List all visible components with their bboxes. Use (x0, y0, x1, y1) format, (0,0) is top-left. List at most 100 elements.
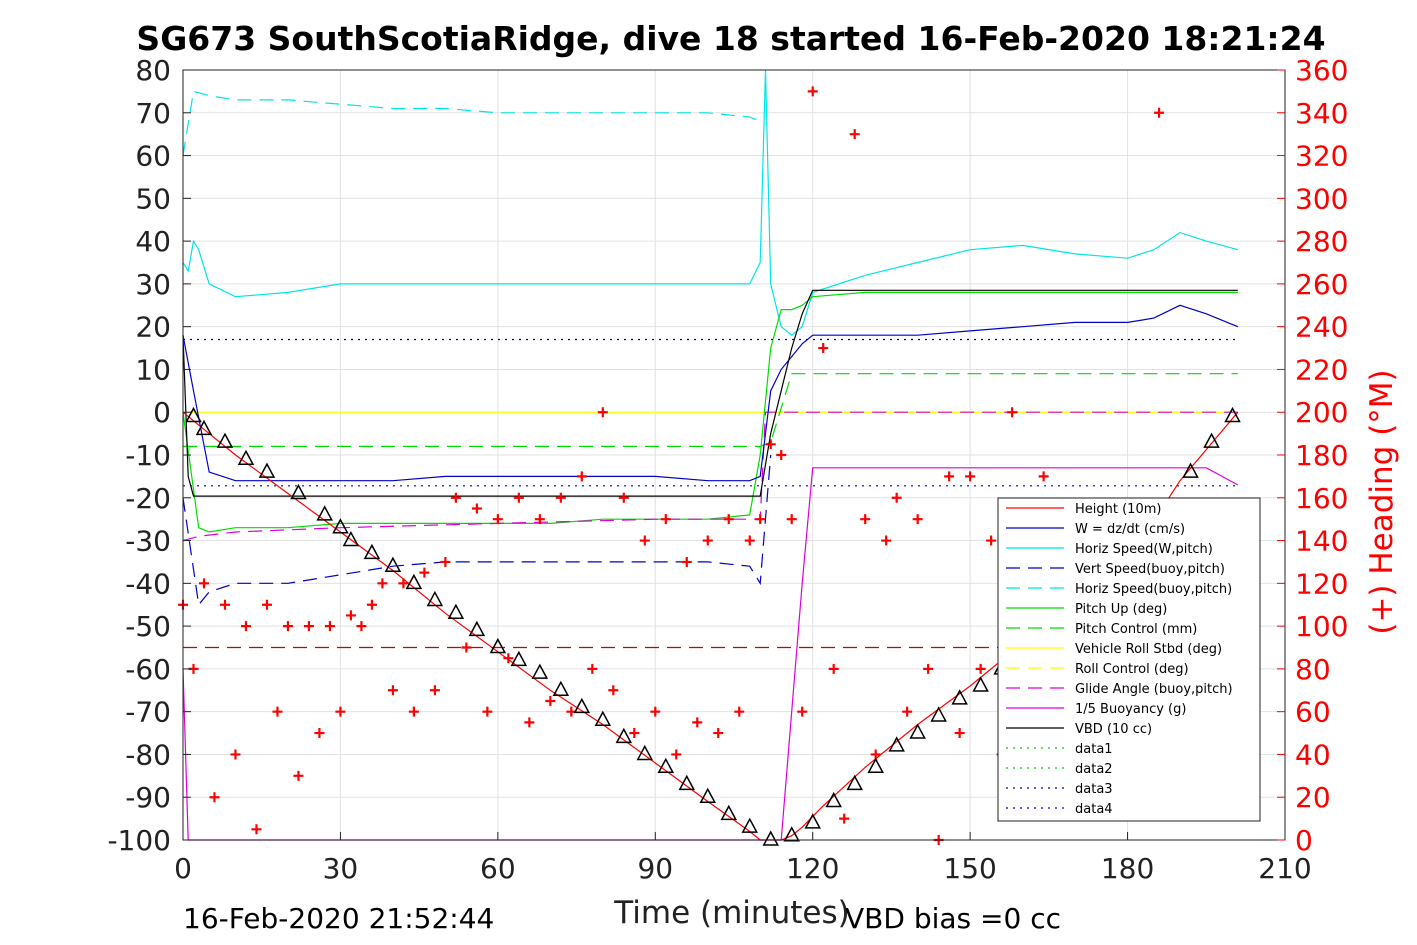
heading-point (240, 621, 251, 632)
heading-point (1007, 407, 1018, 418)
height-marker (720, 804, 738, 821)
x-axis-label: Time (minutes) (613, 895, 849, 931)
heading-point (702, 535, 713, 546)
height-marker (195, 419, 213, 436)
right-tick-label: 340 (1295, 97, 1348, 130)
heading-point (860, 514, 871, 525)
heading-point (818, 343, 829, 354)
heading-point (734, 706, 745, 717)
right-tick-label: 240 (1295, 311, 1348, 344)
left-tick-label: 40 (135, 225, 171, 258)
series-layer (178, 69, 1239, 845)
legend-label: Horiz Speed(buoy,pitch) (1075, 582, 1232, 597)
height-marker (363, 543, 381, 560)
series-vert-speed-buoy-pitch (182, 454, 772, 607)
heading-point (293, 770, 304, 781)
left-tick-label: -80 (125, 738, 171, 771)
legend-label: data1 (1075, 742, 1113, 757)
x-tick-label: 0 (174, 852, 192, 885)
left-tick-label: -60 (125, 653, 171, 686)
height-marker (1224, 406, 1241, 423)
x-tick-label: 180 (1101, 852, 1154, 885)
series-horiz-speed-buoy-pitch (182, 90, 761, 156)
height-marker (594, 710, 612, 726)
height-marker (1203, 432, 1220, 448)
heading-point (881, 535, 892, 546)
right-tick-label: 220 (1295, 353, 1348, 386)
heading-point (923, 663, 934, 674)
heading-point (387, 685, 398, 696)
height-marker (332, 518, 349, 534)
x-tick-label: 60 (480, 852, 516, 885)
heading-point (534, 514, 545, 525)
legend-label: Horiz Speed(W,pitch) (1075, 542, 1213, 557)
height-marker (762, 830, 779, 846)
heading-point (471, 503, 482, 514)
heading-point (314, 728, 325, 739)
x-tick-label: 150 (943, 852, 996, 885)
heading-point (303, 621, 314, 632)
right-tick-label: 40 (1295, 738, 1331, 771)
right-tick-label: 180 (1295, 439, 1348, 472)
height-marker (185, 406, 202, 423)
legend-label: 1/5 Buoyancy (g) (1075, 702, 1186, 717)
heading-point (587, 663, 598, 674)
right-tick-label: 360 (1295, 54, 1348, 87)
legend-label: W = dz/dt (cm/s) (1075, 522, 1185, 537)
heading-point (765, 439, 776, 450)
footer-vbd-bias: VBD bias =0 cc (845, 902, 1061, 935)
heading-point (555, 492, 566, 503)
height-marker (951, 689, 968, 705)
heading-point (629, 728, 640, 739)
left-tick-label: -10 (125, 439, 171, 472)
height-marker (531, 663, 549, 679)
right-tick-label: 280 (1295, 225, 1348, 258)
height-marker (804, 813, 821, 829)
heading-point (639, 535, 650, 546)
right-tick-label: 300 (1295, 182, 1348, 215)
heading-point (660, 514, 671, 525)
heading-point (513, 492, 524, 503)
left-tick-label: 20 (135, 311, 171, 344)
height-marker (237, 449, 255, 466)
height-marker (258, 462, 276, 478)
heading-point (461, 642, 472, 653)
height-marker (888, 736, 905, 752)
series-pitch-up-deg (182, 291, 1238, 533)
legend-label: Pitch Up (deg) (1075, 602, 1167, 617)
heading-point (912, 514, 923, 525)
height-marker (1182, 462, 1199, 478)
heading-point (272, 706, 283, 717)
heading-point (755, 514, 766, 525)
legend-label: Roll Control (deg) (1075, 662, 1189, 677)
left-tick-label: 70 (135, 97, 171, 130)
height-marker (468, 620, 486, 637)
heading-point (1154, 107, 1165, 118)
right-tick-label: 140 (1295, 525, 1348, 558)
heading-point (954, 728, 965, 739)
right-tick-label: 20 (1295, 781, 1331, 814)
legend-box (997, 497, 1261, 822)
heading-point (986, 535, 997, 546)
height-marker (636, 744, 654, 761)
heading-point (902, 706, 913, 717)
x-tick-label: 120 (786, 852, 839, 885)
x-tick-label: 210 (1258, 852, 1311, 885)
heading-point (576, 471, 587, 482)
left-tick-label: 0 (153, 396, 171, 429)
heading-point (324, 621, 335, 632)
series-glide-angle-buoy-pitch (182, 411, 1238, 542)
height-marker (678, 774, 696, 791)
heading-point (1038, 471, 1049, 482)
heading-point (492, 514, 503, 525)
heading-point (219, 599, 230, 610)
legend-label: Height (10m) (1075, 502, 1161, 517)
height-marker (741, 817, 758, 833)
height-marker (783, 826, 800, 842)
heading-point (230, 749, 241, 760)
heading-point (398, 578, 409, 589)
height-marker (384, 556, 402, 572)
heading-point (377, 578, 388, 589)
height-marker (426, 590, 444, 607)
